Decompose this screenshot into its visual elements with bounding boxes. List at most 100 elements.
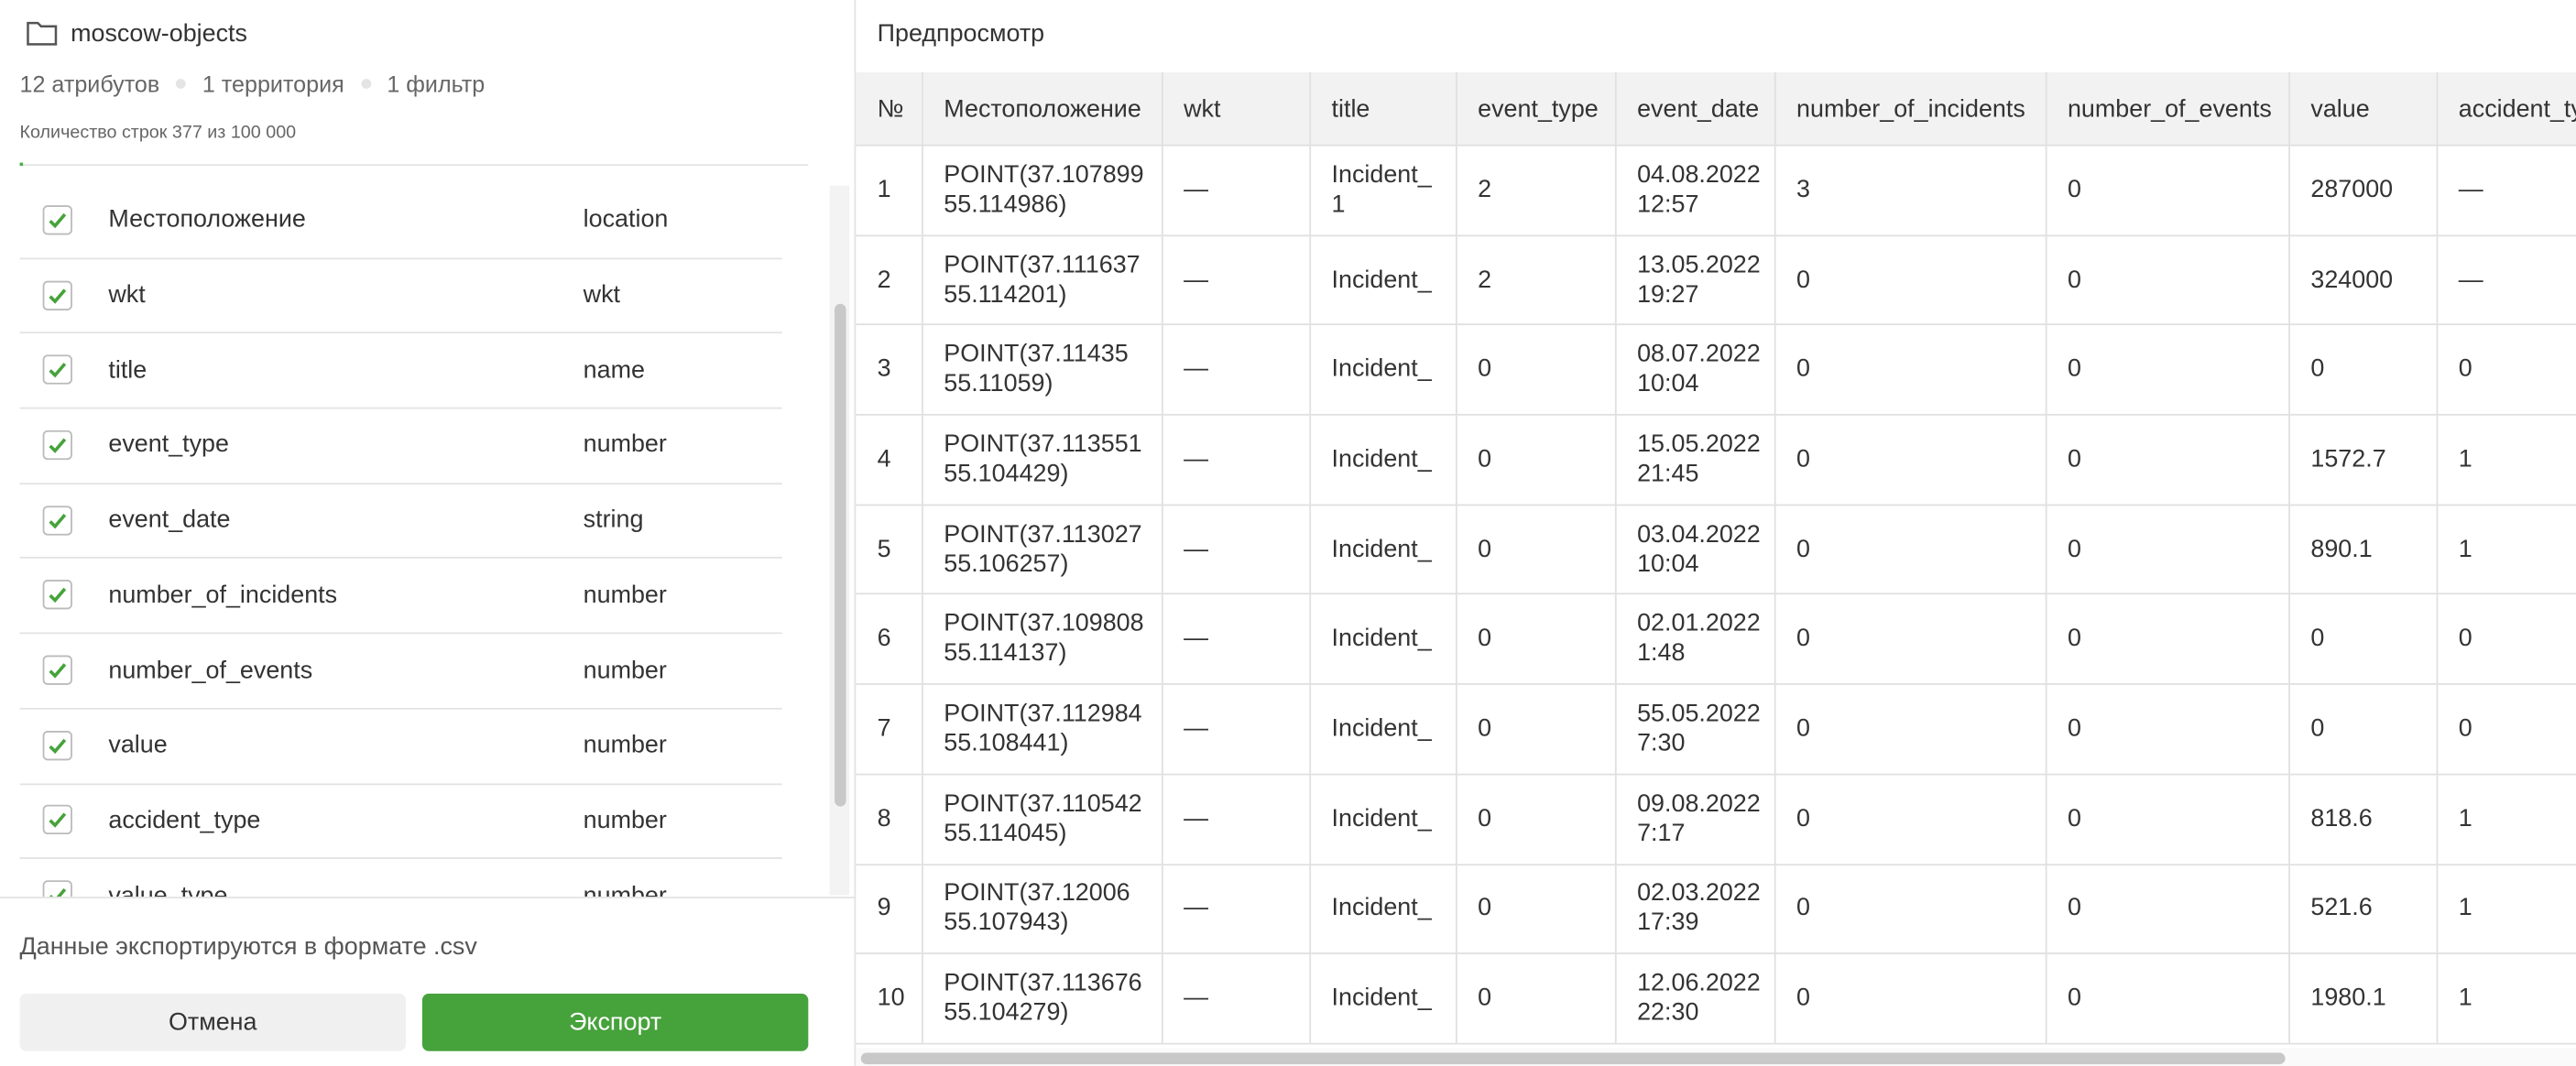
checkbox[interactable] — [42, 354, 72, 386]
export-button[interactable]: Экспорт — [421, 993, 809, 1051]
table-cell: 1 — [2436, 953, 2576, 1045]
table-cell: — — [1161, 505, 1311, 595]
table-cell: 287000 — [2288, 145, 2438, 236]
table-cell: 08.07.2022 10:04 — [1614, 324, 1775, 416]
table-cell: 9 — [856, 864, 922, 955]
attribute-row: event_date string — [19, 483, 782, 560]
table-cell: POINT(37.113027 55.106257) — [922, 505, 1162, 595]
checkbox[interactable] — [42, 279, 72, 310]
table-cell: 1 — [2436, 414, 2576, 506]
scrollbar-track — [829, 185, 850, 896]
table-cell: 6 — [856, 594, 922, 686]
table-cell: Incident_ — [1309, 953, 1457, 1045]
attribute-row: value_type number — [20, 858, 782, 897]
cancel-button[interactable]: Отмена — [19, 993, 406, 1051]
h-scrollbar-track — [856, 1048, 2576, 1066]
table-cell: Incident_ — [1309, 234, 1457, 326]
table-row: 1 POINT(37.107899 55.114986) — Incident_1 2 0… — [856, 145, 2576, 236]
checkbox[interactable] — [42, 580, 72, 610]
table-cell: 0 — [1774, 234, 2047, 326]
attribute-list: Местоположение location wkt wkt title name eve… — [0, 182, 822, 897]
h-scrollbar-thumb[interactable] — [860, 1052, 2286, 1065]
table-cell: 0 — [1455, 324, 1616, 416]
table-cell: 890.1 — [2288, 505, 2438, 595]
table-cell: 0 — [1455, 953, 1616, 1045]
column-header: № — [856, 71, 922, 147]
attribute-row: accident_type number — [19, 783, 782, 860]
table-cell: 1 — [2436, 864, 2576, 955]
table-cell: POINT(37.11435 55.11059) — [922, 324, 1162, 416]
meta-item: 12 атрибутов — [19, 71, 160, 97]
attribute-name: accident_type — [108, 806, 261, 834]
checkbox[interactable] — [42, 880, 72, 897]
table-cell: 7 — [856, 684, 922, 776]
table-row: 7 POINT(37.112984 55.108441) — Incident_ 0 55… — [856, 684, 2576, 776]
table-cell: Incident_ — [1309, 864, 1457, 955]
export-note: Данные экспортируются в формате .csv — [19, 932, 477, 962]
table-cell: POINT(37.113676 55.104279) — [922, 953, 1162, 1045]
table-cell: 521.6 — [2288, 864, 2438, 955]
attribute-name: value_type — [108, 881, 228, 897]
table-cell: 0 — [1774, 594, 2047, 686]
attribute-type: number — [583, 806, 667, 834]
table-row: 6 POINT(37.109808 55.114137) — Incident_ 0 02… — [856, 594, 2576, 686]
preview-table: № Местоположение wkt title event_type event_d… — [856, 71, 2576, 1045]
table-cell: 0 — [2288, 684, 2438, 776]
scrollbar-thumb[interactable] — [835, 303, 846, 807]
column-header: wkt — [1161, 71, 1311, 147]
table-cell: 0 — [1455, 594, 1616, 686]
table-cell: — — [1161, 594, 1311, 686]
checkbox[interactable] — [42, 204, 72, 235]
checkbox[interactable] — [42, 655, 72, 685]
attribute-row: Местоположение location — [19, 182, 782, 259]
separator-dot — [176, 79, 186, 89]
table-cell: 0 — [2045, 234, 2290, 326]
attribute-type: number — [583, 731, 667, 759]
table-cell: 12.06.2022 22:30 — [1614, 953, 1775, 1045]
table-cell: Incident_ — [1309, 505, 1457, 595]
table-cell: 0 — [1774, 324, 2047, 416]
column-header: accident_type — [2436, 71, 2576, 147]
table-cell: 4 — [856, 414, 922, 506]
dataset-name: moscow-objects — [71, 19, 247, 49]
table-cell: 1 — [856, 145, 922, 236]
table-cell: 2 — [1455, 145, 1616, 236]
attribute-type: location — [583, 205, 669, 234]
meta-item: 1 фильтр — [387, 71, 486, 97]
table-cell: 0 — [1455, 684, 1616, 776]
attribute-type: name — [583, 355, 645, 385]
column-header: event_date — [1614, 71, 1775, 147]
table-cell: 04.08.2022 12:57 — [1614, 145, 1775, 236]
table-cell: 0 — [2045, 953, 2290, 1045]
table-cell: 0 — [1774, 774, 2047, 865]
attribute-row: number_of_incidents number — [19, 558, 782, 635]
table-cell: 1 — [2436, 505, 2576, 595]
table-cell: Incident_ — [1309, 594, 1457, 686]
checkbox[interactable] — [42, 430, 72, 461]
table-cell: Incident_ — [1309, 684, 1457, 776]
checkbox[interactable] — [42, 805, 72, 835]
table-cell: 02.03.2022 17:39 — [1614, 864, 1775, 955]
table-cell: Incident_ — [1309, 414, 1457, 506]
checkbox[interactable] — [42, 730, 72, 760]
column-header: number_of_incidents — [1774, 71, 2047, 147]
table-cell: 15.05.2022 21:45 — [1614, 414, 1775, 506]
divider — [0, 897, 855, 898]
table-cell: — — [2436, 145, 2576, 236]
table-cell: 1572.7 — [2288, 414, 2438, 506]
table-cell: — — [1161, 953, 1311, 1045]
checkbox[interactable] — [42, 505, 72, 535]
table-cell: 55.05.2022 7:30 — [1614, 684, 1775, 776]
table-row: 10 POINT(37.113676 55.104279) — Incident_ 0 1… — [856, 953, 2576, 1045]
table-cell: 0 — [1455, 414, 1616, 506]
column-header: title — [1309, 71, 1457, 147]
table-cell: — — [1161, 145, 1311, 236]
table-cell: — — [1161, 684, 1311, 776]
table-cell: 0 — [1774, 953, 2047, 1045]
table-cell: Incident_1 — [1309, 145, 1457, 236]
table-cell: — — [1161, 234, 1311, 326]
table-row: 3 POINT(37.11435 55.11059) — Incident_ 0 08.0… — [856, 324, 2576, 416]
table-cell: POINT(37.113551 55.104429) — [922, 414, 1162, 506]
